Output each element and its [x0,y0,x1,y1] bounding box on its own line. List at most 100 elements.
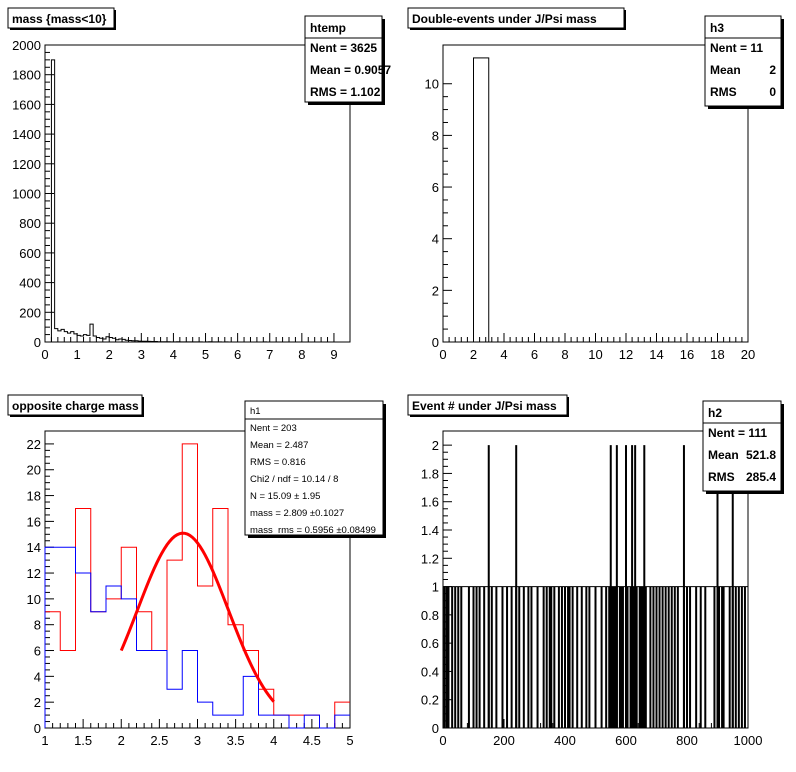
x-tick-label: 10 [588,347,602,362]
x-tick-label: 12 [619,347,633,362]
y-tick-label: 2000 [12,38,41,53]
stats-panel [244,400,384,536]
y-tick-label: 0 [34,335,41,350]
stats-row: RMS [708,470,735,484]
x-tick-label: 4 [270,733,277,748]
x-tick-label: 800 [676,733,698,748]
x-tick-label: 7 [266,347,273,362]
y-tick-label: 1.2 [421,551,439,566]
stats-row: RMS = 1.102 [310,85,381,99]
stats-row: RMS = 0.816 [250,457,306,468]
x-tick-label: 1.5 [74,733,92,748]
x-tick-label: 20 [741,347,755,362]
y-tick-label: 10 [27,592,41,607]
x-tick-label: 6 [531,347,538,362]
stats-box: htemp Nent = 3625 Mean = 0.9057 RMS = 1.102 [304,15,391,105]
y-tick-label: 6 [432,180,439,195]
stats-row: mass_rms = 0.5956 ±0.08499 [250,525,376,536]
y-tick-label: 1.4 [421,523,439,538]
x-tick-label: 3 [194,733,201,748]
x-tick-label: 8 [561,347,568,362]
x-tick-label: 16 [680,347,694,362]
x-tick-label: 2.5 [150,733,168,748]
bar [473,57,490,343]
y-tick-label: 22 [27,437,41,452]
stats-row: Mean [708,448,739,462]
stats-row: Chi2 / ndf = 10.14 / 8 [250,474,338,485]
x-tick-label: 600 [615,733,637,748]
stats-box: h2 Nent = 111 Mean 521.8 RMS 285.4 [702,400,784,494]
stats-panel [304,15,383,103]
y-tick-label: 10 [425,77,439,92]
x-tick-label: 18 [710,347,724,362]
stats-value: 285.4 [746,470,776,484]
stats-row: Mean = 2.487 [250,440,308,451]
y-tick-label: 1000 [12,187,41,202]
y-tick-label: 2 [432,283,439,298]
stats-row: Mean [710,63,741,77]
x-tick-label: 9 [330,347,337,362]
x-tick-label: 2 [470,347,477,362]
x-tick-label: 200 [493,733,515,748]
stats-value: 0 [769,85,776,99]
y-tick-label: 1800 [12,68,41,83]
stats-box: h1 Nent = 203 Mean = 2.487 RMS = 0.816 Chi2 … [244,400,386,538]
x-tick-label: 4 [500,347,507,362]
title-box [407,7,625,29]
stats-name: htemp [310,21,346,35]
chart-title: opposite charge mass [12,399,139,413]
stats-row: Nent = 203 [250,423,297,434]
gaussian-fit-curve [119,531,275,703]
title-box [7,7,115,29]
y-tick-label: 800 [19,216,41,231]
y-tick-label: 4 [432,232,439,247]
y-tick-label: 0.6 [421,636,439,651]
y-tick-label: 0.8 [421,608,439,623]
x-tick-label: 1 [73,347,80,362]
stats-name: h1 [250,406,261,417]
x-tick-label: 2 [118,733,125,748]
y-tick-label: 8 [432,128,439,143]
stats-row: N = 15.09 ± 1.95 [250,491,320,502]
y-tick-label: 16 [27,514,41,529]
x-tick-label: 1 [41,733,48,748]
title-box [7,394,143,416]
y-tick-label: 4 [34,669,41,684]
axes-3: 1 1.5 2 2.5 3 3.5 4 4.5 5 0 2 4 6 8 10 12 14 16 18 20 22 [27,430,354,748]
y-tick-label: 1.8 [421,466,439,481]
x-tick-label: 0 [439,347,446,362]
x-tick-label: 400 [554,733,576,748]
stats-panel [702,400,782,492]
y-tick-label: 1400 [12,127,41,142]
chart-title: mass {mass<10} [12,12,107,26]
stats-row: Nent = 3625 [310,41,377,55]
y-tick-label: 0 [432,721,439,736]
x-tick-label: 8 [298,347,305,362]
series-line-2 [44,546,350,729]
y-tick-label: 400 [19,276,41,291]
stats-name: h3 [710,21,724,35]
stats-box: h3 Nent = 11 Mean 2 RMS 0 [704,15,784,109]
y-tick-label: 1200 [12,157,41,172]
stats-row: Mean = 0.9057 [310,63,391,77]
stats-panel [704,15,782,107]
y-tick-label: 1.6 [421,495,439,510]
y-tick-label: 8 [34,618,41,633]
histogram-line [45,59,350,342]
chart-title: Event # under J/Psi mass [412,399,557,413]
axes-1: 0 1 2 3 4 5 6 7 8 9 0 200 400 600 800 1000 1200 1400 1600 1… [12,38,351,362]
y-tick-label: 1600 [12,97,41,112]
x-tick-label: 0 [41,347,48,362]
y-tick-label: 18 [27,489,41,504]
x-tick-label: 0 [439,733,446,748]
stats-row: RMS [710,85,737,99]
y-tick-label: 200 [19,305,41,320]
x-tick-label: 5 [346,733,353,748]
y-tick-label: 0 [432,335,439,350]
stats-value: 521.8 [746,448,776,462]
y-tick-label: 0.4 [421,664,439,679]
stats-row: mass = 2.809 ±0.1027 [250,508,344,519]
y-tick-label: 0 [34,721,41,736]
y-tick-label: 1 [432,580,439,595]
